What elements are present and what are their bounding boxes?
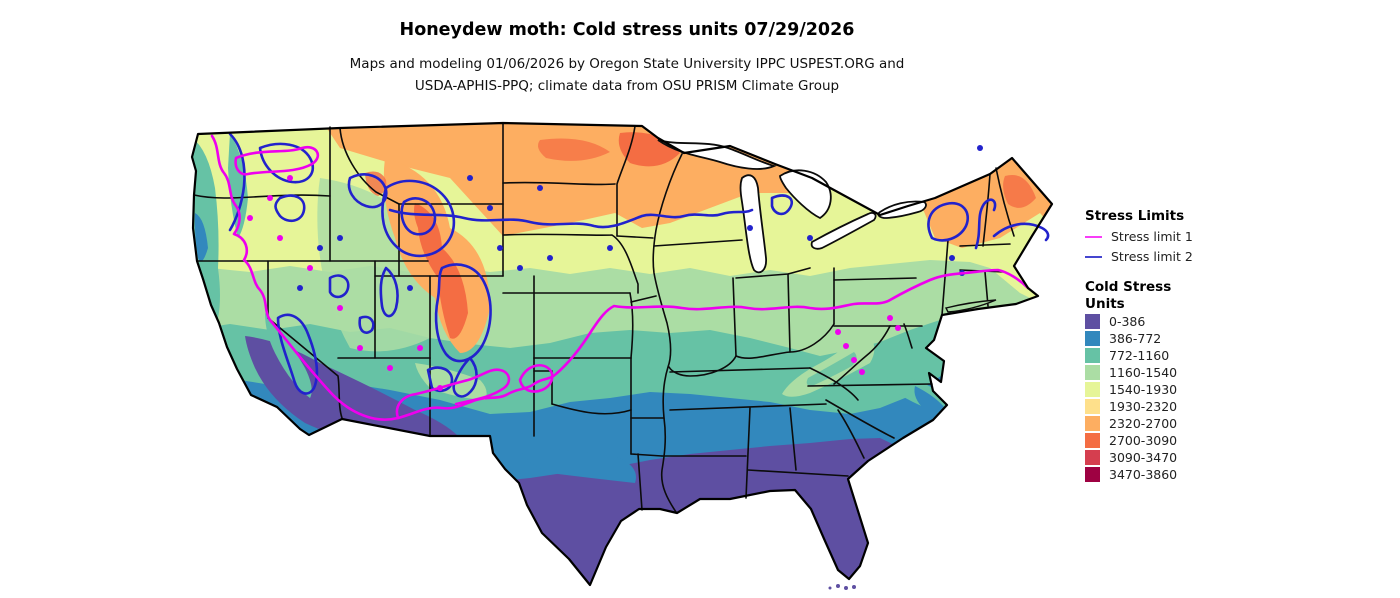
- legend-bin-row: 2320-2700: [1085, 415, 1285, 432]
- bin-color-swatch: [1085, 450, 1100, 465]
- legend-item-stress-limit-2: Stress limit 2: [1085, 248, 1285, 265]
- legend: Stress Limits Stress limit 1 Stress limi…: [1085, 208, 1285, 483]
- lake-superior: [657, 139, 777, 170]
- us-cold-stress-map: [190, 118, 1062, 594]
- bin-color-swatch: [1085, 382, 1100, 397]
- legend-item-stress-limit-1: Stress limit 1: [1085, 228, 1285, 245]
- stress-limit-1-label: Stress limit 1: [1111, 229, 1193, 244]
- cold-stress-bins: 0-386 386-772 772-1160 1160-1540 1540-19…: [1085, 313, 1285, 483]
- bin-range-label: 3090-3470: [1109, 450, 1178, 465]
- bin-range-label: 386-772: [1109, 331, 1162, 346]
- stress-limit-2-line-swatch: [1085, 255, 1102, 258]
- lake-ontario: [877, 200, 927, 219]
- bin-range-label: 772-1160: [1109, 348, 1170, 363]
- legend-bin-row: 3090-3470: [1085, 449, 1285, 466]
- bin-range-label: 1930-2320: [1109, 399, 1178, 414]
- stress-limit-1-line: [210, 134, 1030, 421]
- lake-erie: [810, 212, 877, 250]
- stress-limits-title: Stress Limits: [1085, 208, 1185, 224]
- cold-stress-units-title: Cold Stress Units: [1085, 279, 1285, 313]
- bin-range-label: 1540-1930: [1109, 382, 1178, 397]
- stress-limit-2-label: Stress limit 2: [1111, 249, 1193, 264]
- bin-color-swatch: [1085, 314, 1100, 329]
- legend-bin-row: 0-386: [1085, 313, 1285, 330]
- bin-range-label: 1160-1540: [1109, 365, 1178, 380]
- bin-color-swatch: [1085, 433, 1100, 448]
- bin-color-swatch: [1085, 331, 1100, 346]
- bin-range-label: 2700-3090: [1109, 433, 1178, 448]
- legend-bin-row: 1160-1540: [1085, 364, 1285, 381]
- bin-range-label: 0-386: [1109, 314, 1146, 329]
- stress-limit-1-line-swatch: [1085, 235, 1102, 238]
- state-borders: [193, 122, 1015, 513]
- legend-bin-row: 386-772: [1085, 330, 1285, 347]
- legend-bin-row: 3470-3860: [1085, 466, 1285, 483]
- bin-color-swatch: [1085, 348, 1100, 363]
- long-island: [944, 299, 997, 313]
- lake-michigan: [739, 174, 767, 274]
- subtitle-line-2: USDA-APHIS-PPQ; climate data from OSU PR…: [414, 78, 840, 94]
- bin-color-swatch: [1085, 467, 1100, 482]
- legend-bin-row: 2700-3090: [1085, 432, 1285, 449]
- subtitle-line-1: Maps and modeling 01/06/2026 by Oregon S…: [349, 56, 905, 72]
- page-title: Honeydew moth: Cold stress units 07/29/2…: [399, 20, 855, 40]
- map-svg: [190, 121, 1054, 590]
- stress-limit-2-line: [228, 132, 1050, 398]
- bin-range-label: 2320-2700: [1109, 416, 1178, 431]
- bin-color-swatch: [1085, 416, 1100, 431]
- florida-keys: [828, 584, 856, 590]
- cold-stress-title-line-2: Units: [1085, 296, 1125, 312]
- bin-color-swatch: [1085, 399, 1100, 414]
- legend-bin-row: 772-1160: [1085, 347, 1285, 364]
- raster-fill-layers: [192, 123, 1052, 585]
- bin-color-swatch: [1085, 365, 1100, 380]
- bin-range-label: 3470-3860: [1109, 467, 1178, 482]
- legend-bin-row: 1540-1930: [1085, 381, 1285, 398]
- legend-bin-row: 1930-2320: [1085, 398, 1285, 415]
- cold-stress-title-line-1: Cold Stress: [1085, 279, 1172, 295]
